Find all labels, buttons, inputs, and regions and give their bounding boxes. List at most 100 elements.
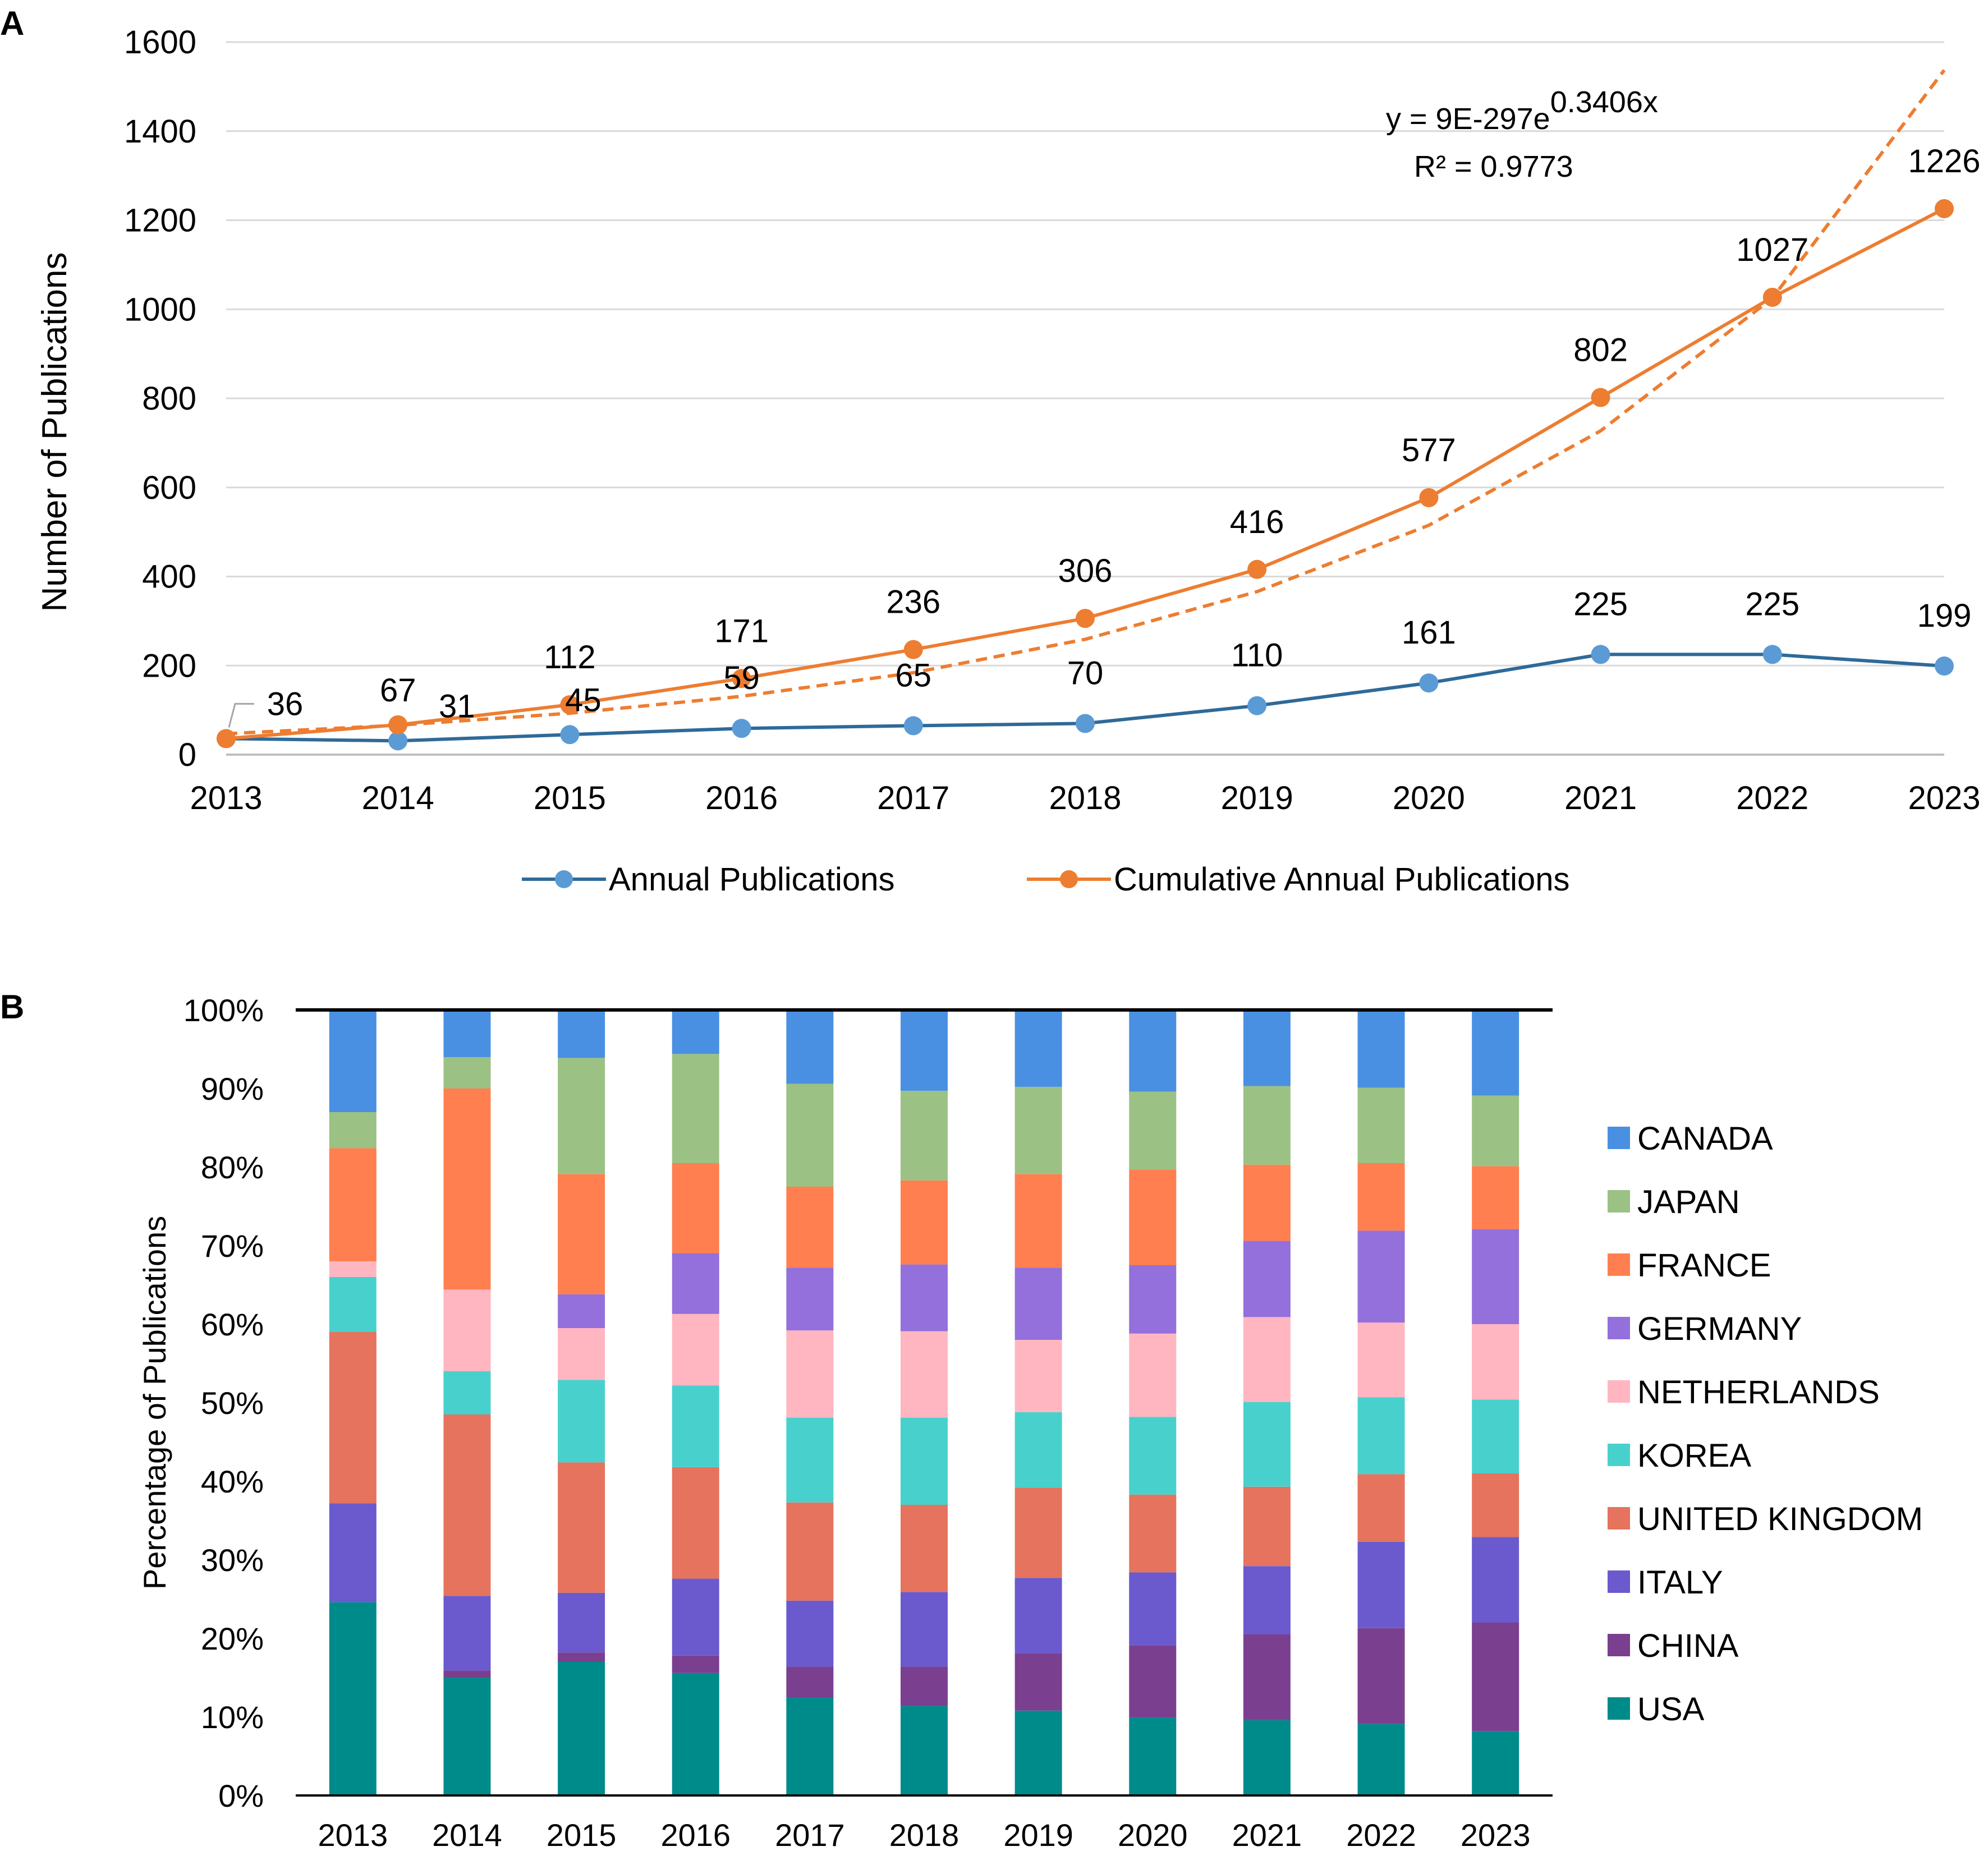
bar-segment-korea (1014, 1412, 1062, 1488)
bar-segment-united-kingdom (1129, 1494, 1177, 1573)
bar-segment-germany (901, 1264, 948, 1331)
point-cumulative (1935, 199, 1954, 218)
bar-segment-france (786, 1187, 834, 1268)
chart-b-y-axis-label: Percentage of Publications (137, 1216, 172, 1590)
bar-segment-germany (1129, 1265, 1177, 1334)
bar-segment-netherlands (1243, 1317, 1291, 1402)
legend-label: UNITED KINGDOM (1637, 1501, 1923, 1537)
chart-panel-a: A 0 200 400 600 800 1000 1200 1400 1600 2013 2014… (0, 4, 1981, 898)
y-tick-label: 50% (201, 1385, 264, 1421)
x-tick-label: 2014 (432, 1817, 502, 1851)
bar-segment-china (786, 1666, 834, 1697)
y-tick-label: 40% (201, 1464, 264, 1499)
x-tick-label: 2023 (1908, 780, 1980, 816)
chart-b-y-ticks: 0% 10% 20% 30% 40% 50% 60% 70% 80% 90% 100% (183, 993, 264, 1813)
bar-segment-usa (443, 1678, 491, 1795)
bar-segment-france (1357, 1163, 1405, 1231)
data-label-cumulative: 1226 (1908, 143, 1980, 180)
bar-segment-italy (901, 1592, 948, 1667)
data-label-cumulative: 416 (1230, 504, 1284, 540)
legend-swatch (1608, 1190, 1630, 1212)
y-tick-label: 20% (201, 1621, 264, 1656)
bar-segment-canada (443, 1010, 491, 1057)
chart-a-y-ticks: 0 200 400 600 800 1000 1200 1400 1600 (124, 24, 196, 773)
y-tick-label: 90% (201, 1071, 264, 1106)
point-cumulative (1591, 388, 1610, 407)
bar-segment-netherlands (1472, 1324, 1519, 1400)
bar-segment-netherlands (1014, 1340, 1062, 1412)
legend-label: FRANCE (1637, 1247, 1771, 1284)
y-tick-label: 0 (178, 737, 196, 773)
chart-a-gridlines (226, 41, 1944, 756)
bar-segment-usa (1357, 1724, 1405, 1795)
chart-b-bars (329, 1010, 1519, 1795)
x-tick-label: 2015 (547, 1817, 617, 1851)
point-annual (1247, 696, 1267, 715)
bar-segment-united-kingdom (1243, 1486, 1291, 1567)
bar-segment-japan (329, 1112, 377, 1149)
point-annual (1935, 656, 1954, 676)
data-label-cumulative: 112 (544, 639, 595, 676)
bar-segment-germany (1472, 1229, 1519, 1324)
bar-segment-france (1472, 1166, 1519, 1229)
bar-segment-china (1243, 1634, 1291, 1720)
bar-segment-italy (1357, 1541, 1405, 1628)
point-cumulative (732, 669, 751, 688)
panel-label-b: B (0, 988, 24, 1026)
chart-b-legend: CANADA JAPAN FRANCE GERMANY NETHERLANDS KOREA… (1608, 1120, 1923, 1728)
point-cumulative (1762, 287, 1782, 307)
y-tick-label: 800 (142, 380, 196, 417)
data-label-cumulative: 67 (380, 672, 416, 709)
bar-segment-china (1472, 1623, 1519, 1731)
bar-segment-netherlands (1129, 1333, 1177, 1417)
chart-b-x-ticks: 2013 2014 2015 2016 2017 2018 2019 2020 2021 2022… (318, 1817, 1531, 1851)
point-cumulative (1247, 559, 1267, 579)
chart-panel-b: B 0% 10% 20% 30% 40% 50% 60% 70% 80% 90% 100% 2013… (0, 988, 1923, 1851)
bar-segment-netherlands (329, 1261, 377, 1277)
y-tick-label: 0% (218, 1778, 264, 1813)
bar-segment-japan (443, 1057, 491, 1088)
data-label-cumulative: 1027 (1736, 232, 1808, 268)
legend-label: KOREA (1637, 1437, 1751, 1474)
bar-segment-usa (672, 1673, 719, 1795)
bar-segment-usa (1129, 1717, 1177, 1795)
point-cumulative (1419, 488, 1439, 508)
bar-segment-china (1014, 1653, 1062, 1711)
x-tick-label: 2023 (1461, 1817, 1531, 1851)
x-tick-label: 2016 (660, 1817, 731, 1851)
bar-segment-netherlands (672, 1313, 719, 1386)
y-tick-label: 600 (142, 470, 196, 506)
legend-swatch (1608, 1697, 1630, 1720)
point-cumulative (217, 729, 236, 748)
bar-segment-canada (558, 1010, 605, 1058)
point-cumulative (903, 640, 923, 659)
legend-swatch (1608, 1507, 1630, 1530)
legend-swatch (1608, 1444, 1630, 1466)
trendline-equation-main: y = 9E-297e (1386, 102, 1550, 136)
bar-segment-korea (1129, 1417, 1177, 1495)
bar-segment-usa (1014, 1710, 1062, 1795)
bar-segment-italy (329, 1503, 377, 1602)
bar-segment-united-kingdom (901, 1505, 948, 1592)
x-tick-label: 2019 (1221, 780, 1293, 816)
bar-segment-italy (1014, 1578, 1062, 1654)
panel-label-a: A (0, 4, 24, 42)
bar-segment-korea (329, 1277, 377, 1332)
bar-segment-italy (672, 1578, 719, 1656)
x-tick-label: 2020 (1393, 780, 1465, 816)
bar-segment-germany (1243, 1241, 1291, 1317)
bar-segment-canada (1129, 1010, 1177, 1092)
bar-segment-united-kingdom (1014, 1487, 1062, 1578)
legend-label: ITALY (1637, 1564, 1723, 1601)
bar-segment-netherlands (901, 1331, 948, 1418)
chart-a-data-labels: 31 45 59 65 70 110 161 225 225 199 36 67 112 171 236 30… (267, 143, 1981, 725)
chart-a-points (217, 199, 1954, 751)
data-label-cumulative: 306 (1058, 553, 1113, 589)
legend-swatch (1608, 1634, 1630, 1656)
bar-segment-italy (443, 1596, 491, 1671)
bar-segment-japan (672, 1054, 719, 1163)
bar-segment-china (558, 1652, 605, 1662)
bar-segment-france (1129, 1169, 1177, 1265)
bar-segment-korea (1472, 1399, 1519, 1473)
bar-segment-united-kingdom (329, 1332, 377, 1504)
